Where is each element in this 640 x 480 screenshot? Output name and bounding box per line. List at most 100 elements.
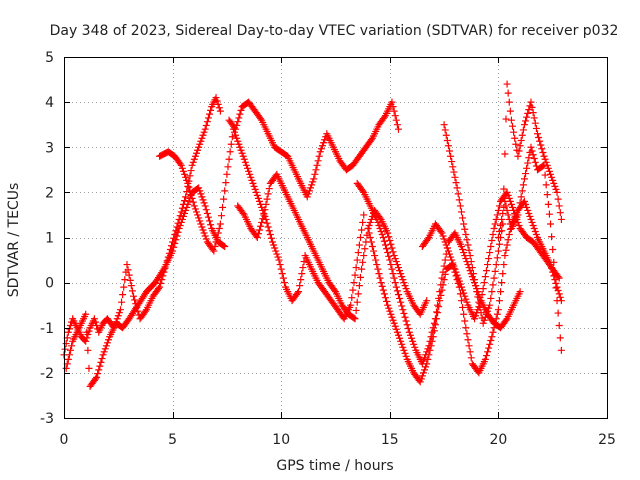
- data-point: [440, 235, 448, 243]
- data-point: [235, 114, 243, 122]
- data-point: [517, 193, 525, 201]
- data-point: [501, 197, 509, 205]
- x-tick-label: 5: [168, 432, 177, 448]
- data-point: [154, 285, 162, 293]
- data-point: [204, 213, 212, 221]
- data-point: [552, 185, 560, 193]
- data-point: [545, 167, 553, 175]
- data-point: [479, 319, 487, 327]
- data-point: [392, 258, 400, 266]
- data-point: [402, 352, 410, 360]
- data-point: [403, 321, 411, 329]
- data-point: [236, 143, 244, 151]
- data-point: [233, 121, 241, 129]
- data-point: [471, 276, 479, 284]
- data-point: [426, 346, 434, 354]
- data-point: [371, 252, 379, 260]
- data-point: [384, 229, 392, 237]
- data-point: [192, 208, 200, 216]
- data-point: [402, 285, 410, 293]
- data-point: [523, 113, 531, 121]
- data-point: [497, 288, 505, 296]
- data-point: [487, 337, 495, 345]
- data-point: [429, 333, 437, 341]
- data-point: [448, 158, 456, 166]
- data-point: [97, 358, 105, 366]
- data-point: [248, 176, 256, 184]
- data-point: [536, 137, 544, 145]
- data-point: [263, 219, 271, 227]
- data-point: [398, 273, 406, 281]
- data-point: [389, 316, 397, 324]
- x-tick-label: 0: [60, 432, 69, 448]
- data-point: [182, 193, 190, 201]
- data-point: [472, 282, 480, 290]
- data-point: [460, 220, 468, 228]
- data-point: [64, 328, 72, 336]
- data-point: [255, 197, 263, 205]
- y-tick-label: -2: [40, 366, 54, 382]
- data-point: [516, 142, 524, 150]
- data-point: [356, 234, 364, 241]
- data-point: [120, 283, 128, 291]
- data-point: [503, 188, 511, 196]
- data-point: [241, 158, 249, 166]
- data-point: [530, 224, 538, 232]
- data-point: [548, 233, 556, 241]
- data-point: [200, 199, 208, 207]
- data-point: [390, 252, 398, 260]
- data-point: [524, 206, 532, 214]
- data-point: [224, 163, 232, 171]
- data-point: [397, 298, 405, 306]
- data-point: [454, 274, 462, 282]
- data-point: [491, 319, 499, 327]
- data-point: [388, 265, 396, 273]
- data-point: [419, 369, 427, 377]
- data-point: [525, 209, 533, 217]
- data-point: [213, 97, 221, 105]
- data-point: [522, 170, 530, 178]
- data-point: [387, 261, 395, 269]
- data-point: [195, 214, 203, 222]
- data-point: [452, 268, 460, 276]
- data-point: [245, 167, 253, 175]
- data-point: [385, 233, 393, 241]
- data-point: [396, 294, 404, 302]
- data-point: [206, 217, 214, 225]
- data-point: [480, 316, 488, 324]
- data-point: [394, 331, 402, 339]
- data-point: [115, 309, 123, 317]
- data-point: [253, 234, 261, 241]
- data-point: [90, 315, 98, 323]
- data-point: [557, 346, 565, 354]
- data-point: [352, 306, 360, 314]
- data-point: [450, 168, 458, 176]
- data-point: [402, 317, 410, 325]
- data-point: [385, 252, 393, 260]
- data-point: [456, 202, 464, 210]
- data-point: [416, 378, 424, 386]
- data-point: [190, 155, 198, 163]
- data-point: [472, 312, 480, 320]
- data-point: [464, 261, 472, 269]
- data-point: [553, 283, 561, 291]
- data-point: [526, 212, 534, 220]
- data-point: [520, 197, 528, 205]
- data-point: [381, 241, 389, 249]
- data-point: [300, 258, 308, 266]
- data-point: [437, 227, 445, 235]
- data-point: [203, 118, 211, 126]
- data-point: [239, 152, 247, 160]
- data-point: [511, 209, 519, 217]
- data-point: [183, 203, 191, 211]
- data-point: [510, 206, 518, 214]
- data-point: [421, 366, 429, 374]
- data-point: [157, 279, 165, 287]
- data-point: [373, 261, 381, 269]
- data-point: [405, 328, 413, 336]
- data-point: [308, 181, 316, 189]
- data-point: [406, 331, 414, 339]
- data-point: [432, 315, 440, 323]
- data-point: [556, 293, 564, 301]
- series-trace-c: [156, 125, 368, 323]
